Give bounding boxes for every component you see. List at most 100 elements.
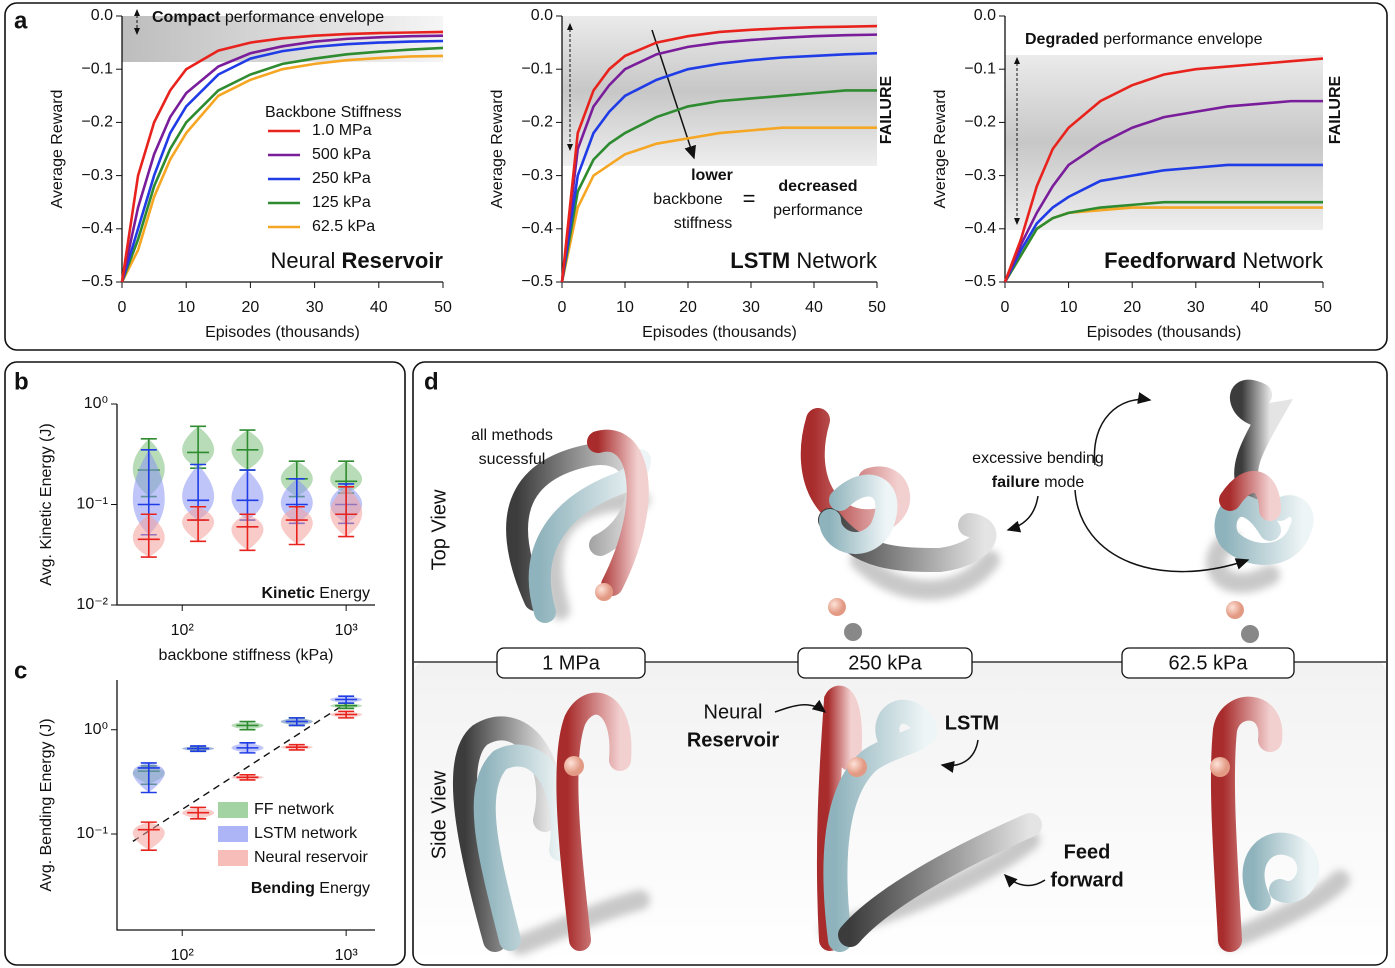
y-tick-label: −0.1 bbox=[81, 60, 113, 77]
y-tick-label: −0.5 bbox=[81, 273, 113, 290]
y-tick-label: −0.3 bbox=[964, 167, 996, 184]
y-tick-label: 0.0 bbox=[531, 7, 553, 24]
annotation: Degraded performance envelope bbox=[1025, 31, 1263, 48]
x-tick-label: 40 bbox=[1251, 299, 1269, 316]
panel-label: b bbox=[14, 368, 29, 395]
x-tick-label: 20 bbox=[679, 299, 697, 316]
annotation: FAILURE bbox=[1327, 75, 1344, 144]
legend-swatch bbox=[218, 826, 248, 842]
y-tick-label: 10⁰ bbox=[84, 721, 108, 738]
y-tick-label: −0.4 bbox=[81, 220, 113, 237]
x-tick-label: 10³ bbox=[335, 622, 359, 639]
x-tick-label: 20 bbox=[242, 299, 260, 316]
y-tick-label: −0.4 bbox=[964, 220, 996, 237]
x-tick-label: 50 bbox=[434, 299, 452, 316]
x-tick-label: 10 bbox=[1060, 299, 1078, 316]
y-tick-label: −0.1 bbox=[964, 60, 996, 77]
panel-label: d bbox=[424, 368, 439, 395]
x-axis-label: Episodes (thousands) bbox=[1087, 324, 1242, 341]
x-tick-label: 50 bbox=[1314, 299, 1332, 316]
stiffness-label: 1 MPa bbox=[542, 652, 601, 674]
x-axis-label: backbone stiffness (kPa) bbox=[159, 647, 334, 664]
x-tick-label: 50 bbox=[868, 299, 886, 316]
chart-title: LSTM Network bbox=[730, 248, 878, 273]
x-tick-label: 10² bbox=[171, 622, 195, 639]
legend-label: LSTM network bbox=[254, 825, 358, 842]
legend-label: 1.0 MPa bbox=[312, 122, 372, 139]
figure: a b c d Compact performance envelope Bac… bbox=[0, 0, 1395, 968]
chart-title: Feedforward Network bbox=[1104, 248, 1324, 273]
annotation: Feed bbox=[1064, 841, 1111, 863]
annotation: performance bbox=[773, 202, 863, 219]
annotation: stiffness bbox=[674, 215, 732, 232]
x-tick-label: 10² bbox=[171, 947, 195, 964]
annotation: sucessful bbox=[479, 451, 546, 468]
x-tick-label: 0 bbox=[118, 299, 127, 316]
x-tick-label: 30 bbox=[306, 299, 324, 316]
annotation: backbone bbox=[653, 191, 722, 208]
y-tick-label: −0.2 bbox=[81, 114, 113, 131]
annotation: lower bbox=[691, 167, 733, 184]
x-tick-label: 40 bbox=[805, 299, 823, 316]
y-axis-label: Average Reward bbox=[489, 90, 506, 209]
x-tick-label: 10 bbox=[177, 299, 195, 316]
annotation: forward bbox=[1050, 869, 1123, 891]
annotation: Bending Energy bbox=[251, 880, 370, 897]
legend-label: 250 kPa bbox=[312, 170, 371, 187]
y-tick-label: −0.1 bbox=[521, 60, 553, 77]
y-tick-label: 10⁻¹ bbox=[76, 496, 108, 513]
annotation: FAILURE bbox=[878, 75, 895, 144]
y-axis-label: Avg. Kinetic Energy (J) bbox=[38, 423, 55, 585]
annotation: Compact performance envelope bbox=[152, 9, 384, 26]
legend-label: Neural reservoir bbox=[254, 849, 368, 866]
annotation: excessive bending bbox=[972, 450, 1104, 467]
y-tick-label: 10⁰ bbox=[84, 395, 108, 412]
y-tick-label: −0.5 bbox=[964, 273, 996, 290]
x-axis-label: Episodes (thousands) bbox=[642, 324, 797, 341]
x-tick-label: 10³ bbox=[335, 947, 359, 964]
legend-label: FF network bbox=[254, 801, 335, 818]
stiffness-label: 250 kPa bbox=[848, 652, 922, 674]
chart-title: Neural Reservoir bbox=[271, 248, 444, 273]
annotation: failure mode bbox=[992, 474, 1085, 491]
y-tick-label: 10⁻¹ bbox=[76, 825, 108, 842]
y-tick-label: 0.0 bbox=[91, 7, 113, 24]
y-axis-label: Average Reward bbox=[932, 90, 949, 209]
annotation: decreased bbox=[778, 178, 857, 195]
view-label: Top View bbox=[428, 489, 450, 570]
x-tick-label: 30 bbox=[1187, 299, 1205, 316]
annotation: Kinetic Energy bbox=[262, 585, 371, 602]
x-tick-label: 30 bbox=[742, 299, 760, 316]
y-tick-label: −0.5 bbox=[521, 273, 553, 290]
x-tick-label: 0 bbox=[558, 299, 567, 316]
x-tick-label: 20 bbox=[1123, 299, 1141, 316]
panel-label: c bbox=[14, 657, 27, 684]
legend-title: Backbone Stiffness bbox=[265, 104, 402, 121]
stiffness-label: 62.5 kPa bbox=[1169, 652, 1249, 674]
legend-label: 125 kPa bbox=[312, 194, 371, 211]
legend-label: 500 kPa bbox=[312, 146, 371, 163]
annotation: LSTM bbox=[945, 712, 999, 734]
y-tick-label: 10⁻² bbox=[76, 596, 108, 613]
annotation: = bbox=[743, 186, 756, 211]
annotation: Neural bbox=[704, 701, 763, 723]
y-axis-label: Avg. Bending Energy (J) bbox=[38, 718, 55, 891]
annotation: Reservoir bbox=[687, 729, 779, 751]
y-tick-label: 0.0 bbox=[974, 7, 996, 24]
y-tick-label: −0.3 bbox=[81, 167, 113, 184]
y-tick-label: −0.2 bbox=[964, 114, 996, 131]
y-tick-label: −0.3 bbox=[521, 167, 553, 184]
legend-swatch bbox=[218, 802, 248, 818]
panel-label: a bbox=[14, 7, 28, 34]
x-tick-label: 40 bbox=[370, 299, 388, 316]
x-tick-label: 0 bbox=[1001, 299, 1010, 316]
y-tick-label: −0.4 bbox=[521, 220, 553, 237]
x-axis-label: Episodes (thousands) bbox=[205, 324, 360, 341]
x-tick-label: 10 bbox=[616, 299, 634, 316]
render-panel bbox=[414, 392, 1386, 964]
annotation: all methods bbox=[471, 427, 553, 444]
y-tick-label: −0.2 bbox=[521, 114, 553, 131]
legend-swatch bbox=[218, 850, 248, 866]
legend-label: 62.5 kPa bbox=[312, 218, 375, 235]
view-label: Side View bbox=[428, 770, 450, 859]
